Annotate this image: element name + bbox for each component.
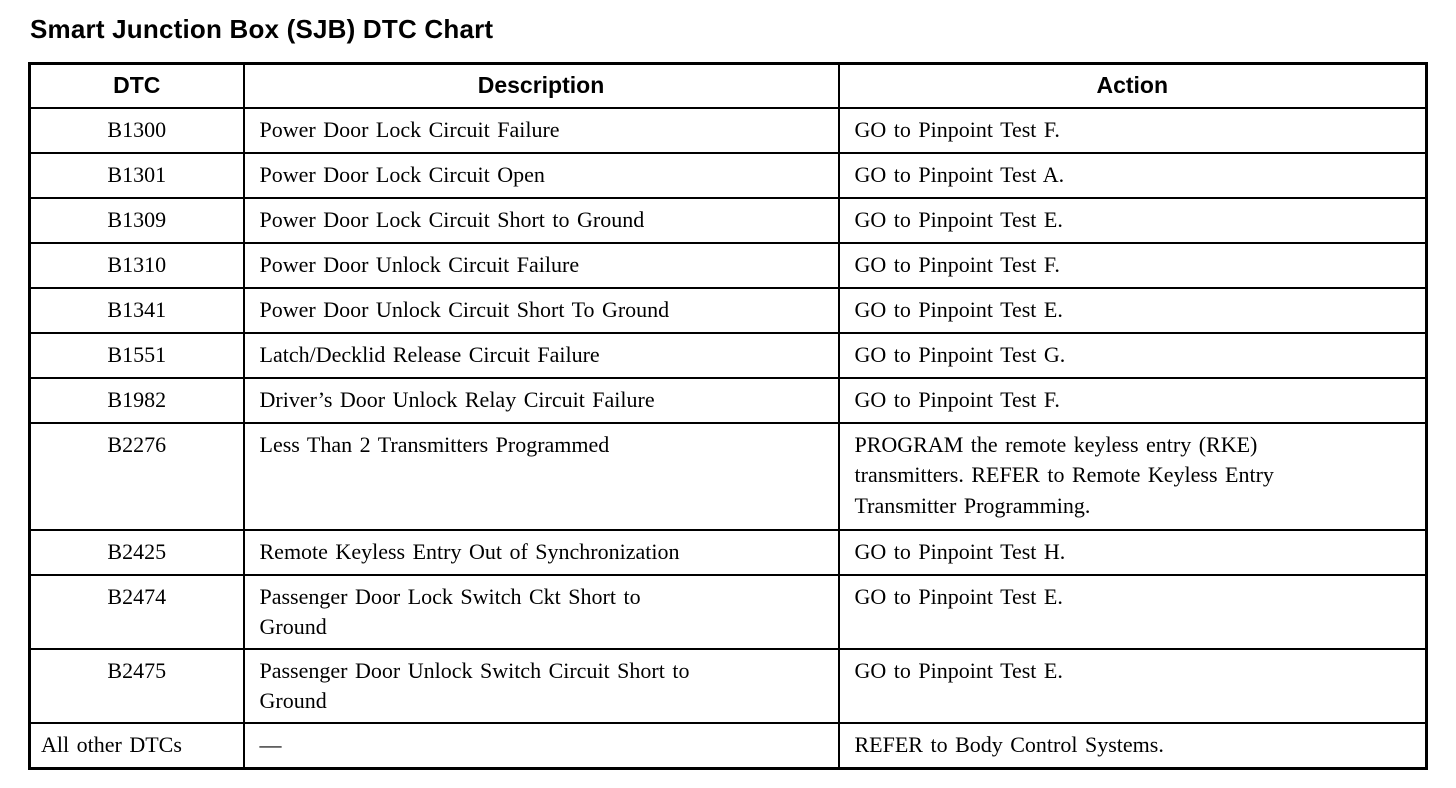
description-cell: Latch/Decklid Release Circuit Failure [242, 332, 840, 379]
table-row: All other DTCs — REFER to Body Control S… [28, 722, 1428, 770]
dtc-cell: B1301 [28, 152, 245, 199]
action-cell: PROGRAM the remote keyless entry (RKE) t… [837, 422, 1428, 531]
header-dtc: DTC [28, 62, 245, 109]
table-row: B1341 Power Door Unlock Circuit Short To… [28, 287, 1428, 334]
header-description: Description [242, 62, 840, 109]
action-cell: GO to Pinpoint Test F. [837, 242, 1428, 289]
action-cell: GO to Pinpoint Test F. [837, 107, 1428, 154]
action-cell: GO to Pinpoint Test A. [837, 152, 1428, 199]
dtc-cell: B1309 [28, 197, 245, 244]
dtc-cell: All other DTCs [28, 722, 245, 770]
description-cell: Passenger Door Unlock Switch Circuit Sho… [242, 648, 840, 724]
header-action: Action [837, 62, 1428, 109]
table-row: B2474 Passenger Door Lock Switch Ckt Sho… [28, 574, 1428, 650]
description-cell: Driver’s Door Unlock Relay Circuit Failu… [242, 377, 840, 424]
action-cell: GO to Pinpoint Test E. [837, 648, 1428, 724]
dtc-table: DTC Description Action B1300 Power Door … [28, 62, 1428, 770]
action-cell: GO to Pinpoint Test H. [837, 529, 1428, 576]
table-row: B2475 Passenger Door Unlock Switch Circu… [28, 648, 1428, 724]
dtc-cell: B1300 [28, 107, 245, 154]
table-header-row: DTC Description Action [28, 62, 1428, 109]
description-cell: Power Door Unlock Circuit Failure [242, 242, 840, 289]
description-cell: Remote Keyless Entry Out of Synchronizat… [242, 529, 840, 576]
dtc-cell: B1982 [28, 377, 245, 424]
table-row: B1551 Latch/Decklid Release Circuit Fail… [28, 332, 1428, 379]
table-row: B1300 Power Door Lock Circuit Failure GO… [28, 107, 1428, 154]
description-cell: Power Door Lock Circuit Failure [242, 107, 840, 154]
action-cell: REFER to Body Control Systems. [837, 722, 1428, 770]
action-cell: GO to Pinpoint Test F. [837, 377, 1428, 424]
dtc-cell: B2276 [28, 422, 245, 531]
dtc-cell: B2475 [28, 648, 245, 724]
dtc-cell: B2474 [28, 574, 245, 650]
dtc-cell: B1551 [28, 332, 245, 379]
description-cell: Passenger Door Lock Switch Ckt Short to … [242, 574, 840, 650]
action-cell: GO to Pinpoint Test G. [837, 332, 1428, 379]
description-cell: — [242, 722, 840, 770]
dtc-cell: B1310 [28, 242, 245, 289]
description-cell: Less Than 2 Transmitters Programmed [242, 422, 840, 531]
dtc-cell: B1341 [28, 287, 245, 334]
action-cell: GO to Pinpoint Test E. [837, 197, 1428, 244]
table-row: B1309 Power Door Lock Circuit Short to G… [28, 197, 1428, 244]
description-cell: Power Door Lock Circuit Short to Ground [242, 197, 840, 244]
table-row: B1982 Driver’s Door Unlock Relay Circuit… [28, 377, 1428, 424]
page-title: Smart Junction Box (SJB) DTC Chart [30, 14, 494, 44]
description-cell: Power Door Unlock Circuit Short To Groun… [242, 287, 840, 334]
action-cell: GO to Pinpoint Test E. [837, 287, 1428, 334]
dtc-cell: B2425 [28, 529, 245, 576]
description-cell: Power Door Lock Circuit Open [242, 152, 840, 199]
table-row: B2425 Remote Keyless Entry Out of Synchr… [28, 529, 1428, 576]
table-row: B2276 Less Than 2 Transmitters Programme… [28, 422, 1428, 531]
table-row: B1310 Power Door Unlock Circuit Failure … [28, 242, 1428, 289]
table-row: B1301 Power Door Lock Circuit Open GO to… [28, 152, 1428, 199]
action-cell: GO to Pinpoint Test E. [837, 574, 1428, 650]
